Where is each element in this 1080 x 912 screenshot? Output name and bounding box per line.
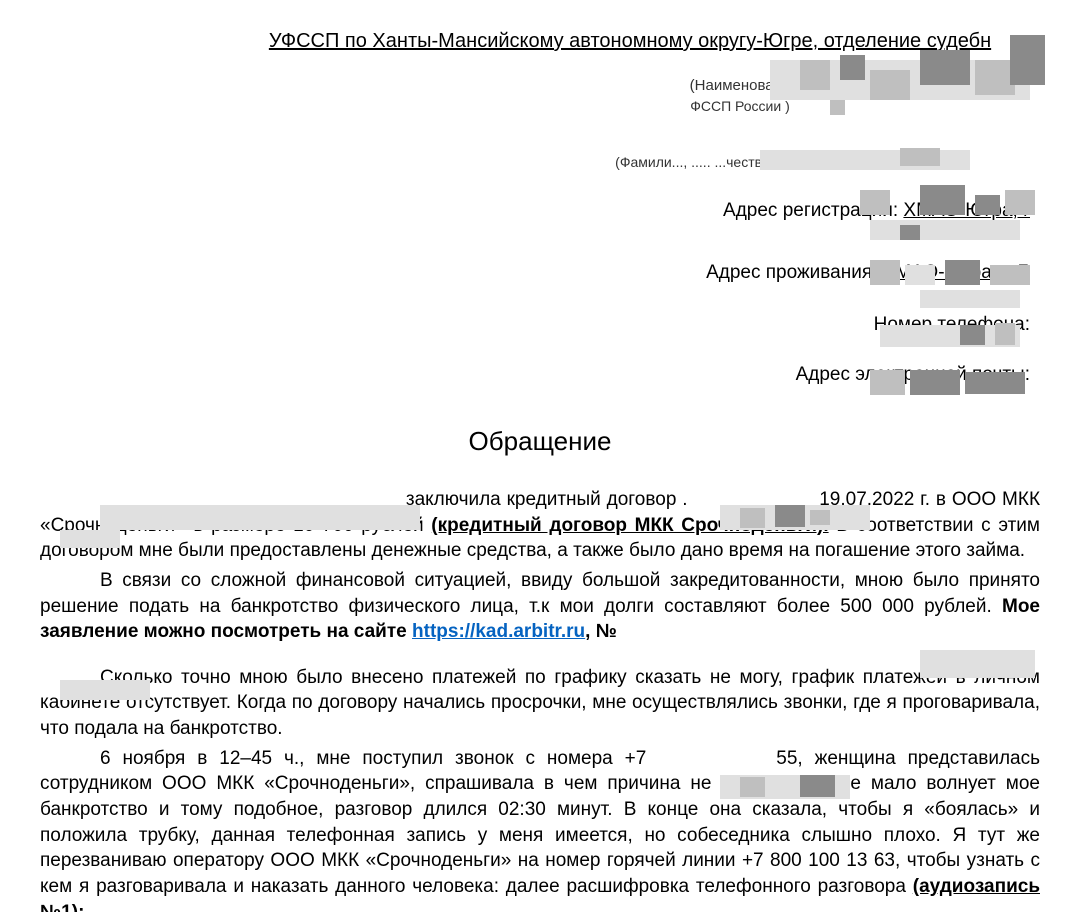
redaction-block [990, 265, 1030, 285]
redaction-block [965, 372, 1025, 394]
redaction-block [810, 510, 830, 525]
p2-a: В связи со сложной финансовой ситуацией,… [40, 570, 1040, 617]
paragraph-2: В связи со сложной финансовой ситуацией,… [40, 568, 1040, 645]
redaction-block [840, 55, 865, 80]
res-label: Адрес проживания: [706, 262, 883, 283]
redaction-block [995, 323, 1015, 345]
document-body: заключила кредитный договор . 19.07.2022… [40, 487, 1040, 912]
redaction-block [740, 777, 765, 797]
arbitr-link[interactable]: https://kad.arbitr.ru [412, 621, 585, 642]
redaction-block [870, 260, 900, 285]
document-title: Обращение [40, 426, 1040, 457]
redaction-block [900, 148, 940, 166]
paragraph-4: 6 ноября в 12–45 ч., мне поступил звонок… [40, 746, 1040, 912]
redaction-block [905, 265, 935, 285]
redaction-block [870, 70, 910, 100]
redaction-block [1010, 35, 1045, 85]
redaction-block [100, 505, 420, 530]
redaction-block [860, 190, 890, 215]
p4-a2: 55, женщина представилась сотрудником ОО… [40, 748, 1040, 897]
redaction-block [920, 185, 965, 215]
p4-a: 6 ноября в 12–45 ч., мне поступил звонок… [100, 748, 646, 769]
redaction-block [960, 325, 985, 345]
recipient-line: УФССП по Ханты-Мансийскому автономному о… [220, 30, 1040, 53]
redaction-block [870, 220, 1020, 240]
p1-a: заключила кредитный договор . [406, 489, 688, 510]
document-page: УФССП по Ханты-Мансийскому автономному о… [0, 0, 1080, 912]
redaction-block [910, 370, 960, 395]
redaction-block [920, 290, 1020, 308]
redaction-block [920, 650, 1035, 678]
redaction-block [920, 50, 970, 85]
redaction-block [60, 680, 150, 700]
p2-c: , № [585, 621, 617, 642]
redaction-block [800, 60, 830, 90]
redaction-block [975, 60, 1015, 95]
redaction-block [945, 260, 980, 285]
redaction-block [775, 505, 805, 527]
recipient-caption-2: ФССП России ) [440, 98, 1040, 114]
redaction-block [800, 775, 835, 797]
redaction-block [975, 195, 1000, 215]
redaction-block [60, 530, 120, 548]
redaction-block [1005, 190, 1035, 215]
redaction-block [870, 370, 905, 395]
redaction-block [740, 508, 765, 528]
redaction-block [830, 100, 845, 115]
paragraph-3: Сколько точно мною было внесено платежей… [40, 665, 1040, 742]
redaction-block [900, 225, 920, 240]
